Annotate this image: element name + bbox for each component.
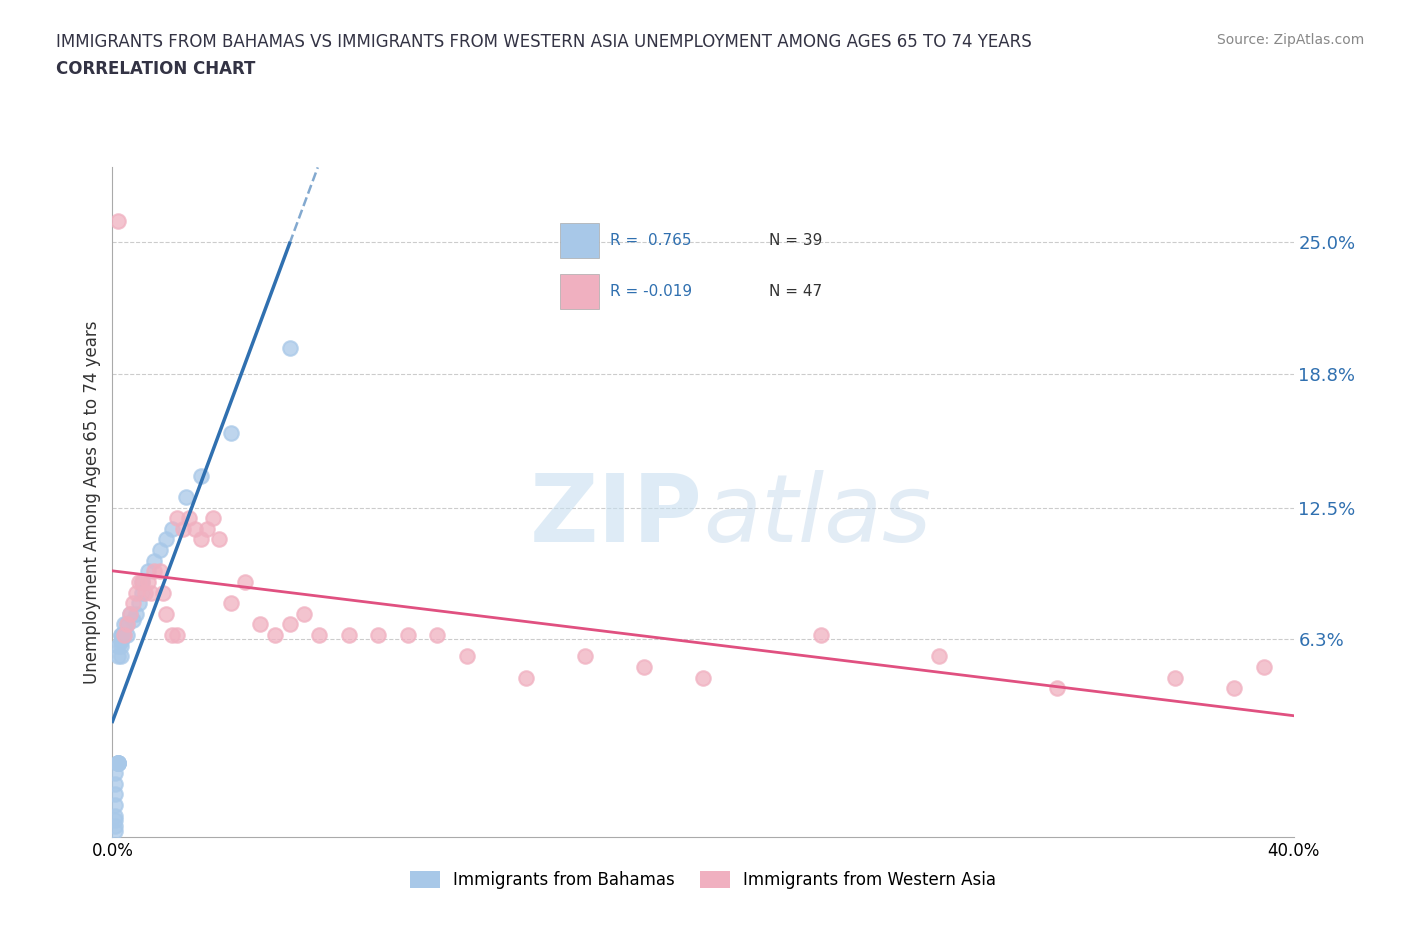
Point <box>152 585 174 600</box>
Point <box>396 628 419 643</box>
Point <box>426 628 449 643</box>
Point <box>249 617 271 631</box>
Point <box>172 522 194 537</box>
Point <box>174 489 197 504</box>
Point <box>155 532 177 547</box>
Point <box>122 613 145 628</box>
Point <box>117 617 138 631</box>
Point <box>190 468 212 483</box>
Point <box>160 522 183 537</box>
Text: Source: ZipAtlas.com: Source: ZipAtlas.com <box>1216 33 1364 46</box>
Point <box>367 628 389 643</box>
Point <box>136 564 159 578</box>
Point <box>1046 681 1069 696</box>
Point <box>107 649 129 664</box>
Point <box>166 628 188 643</box>
Text: IMMIGRANTS FROM BAHAMAS VS IMMIGRANTS FROM WESTERN ASIA UNEMPLOYMENT AMONG AGES : IMMIGRANTS FROM BAHAMAS VS IMMIGRANTS FR… <box>56 33 1032 50</box>
Point <box>107 638 129 653</box>
Point <box>139 585 162 600</box>
Point <box>810 628 832 643</box>
Point <box>128 596 150 611</box>
Point <box>264 628 287 643</box>
Point <box>184 522 207 537</box>
Point <box>104 765 127 780</box>
Point <box>107 755 129 770</box>
Point <box>110 638 132 653</box>
Point <box>104 798 127 813</box>
Point <box>104 813 127 828</box>
Legend: Immigrants from Bahamas, Immigrants from Western Asia: Immigrants from Bahamas, Immigrants from… <box>404 864 1002 896</box>
Point <box>142 553 165 568</box>
Point <box>337 628 360 643</box>
Point <box>131 575 153 590</box>
Point <box>574 649 596 664</box>
Point <box>155 606 177 621</box>
Point <box>112 617 135 631</box>
Point <box>1253 659 1275 674</box>
Point <box>278 617 301 631</box>
Point <box>142 564 165 578</box>
Text: atlas: atlas <box>703 470 931 561</box>
Text: CORRELATION CHART: CORRELATION CHART <box>56 60 256 78</box>
Point <box>201 511 224 525</box>
Point <box>233 575 256 590</box>
Point <box>120 606 142 621</box>
Point <box>125 606 148 621</box>
Point <box>1223 681 1246 696</box>
Point <box>112 628 135 643</box>
Point <box>278 340 301 355</box>
Point <box>1164 671 1187 685</box>
Point <box>308 628 330 643</box>
Point <box>110 649 132 664</box>
Point <box>107 755 129 770</box>
Point <box>120 606 142 621</box>
Point <box>928 649 950 664</box>
Point <box>117 617 138 631</box>
Point <box>292 606 315 621</box>
Point <box>104 787 127 802</box>
Point <box>456 649 478 664</box>
Point <box>190 532 212 547</box>
Point <box>110 628 132 643</box>
Point <box>104 808 127 823</box>
Point <box>110 628 132 643</box>
Y-axis label: Unemployment Among Ages 65 to 74 years: Unemployment Among Ages 65 to 74 years <box>83 321 101 684</box>
Point <box>107 755 129 770</box>
Point <box>110 634 132 649</box>
Point <box>104 777 127 791</box>
Point <box>149 542 172 557</box>
Point <box>112 628 135 643</box>
Point <box>104 819 127 834</box>
Point <box>107 755 129 770</box>
Point <box>166 511 188 525</box>
Text: ZIP: ZIP <box>530 470 703 562</box>
Point <box>122 596 145 611</box>
Point <box>128 575 150 590</box>
Point <box>131 585 153 600</box>
Point <box>117 628 138 643</box>
Point <box>633 659 655 674</box>
Point <box>107 213 129 228</box>
Point <box>195 522 218 537</box>
Point <box>104 823 127 838</box>
Point <box>134 585 156 600</box>
Point <box>125 585 148 600</box>
Point <box>219 426 242 441</box>
Point <box>692 671 714 685</box>
Point <box>219 596 242 611</box>
Point <box>149 564 172 578</box>
Point <box>208 532 231 547</box>
Point <box>179 511 201 525</box>
Point <box>107 755 129 770</box>
Point <box>136 575 159 590</box>
Point <box>131 575 153 590</box>
Point <box>160 628 183 643</box>
Point <box>515 671 537 685</box>
